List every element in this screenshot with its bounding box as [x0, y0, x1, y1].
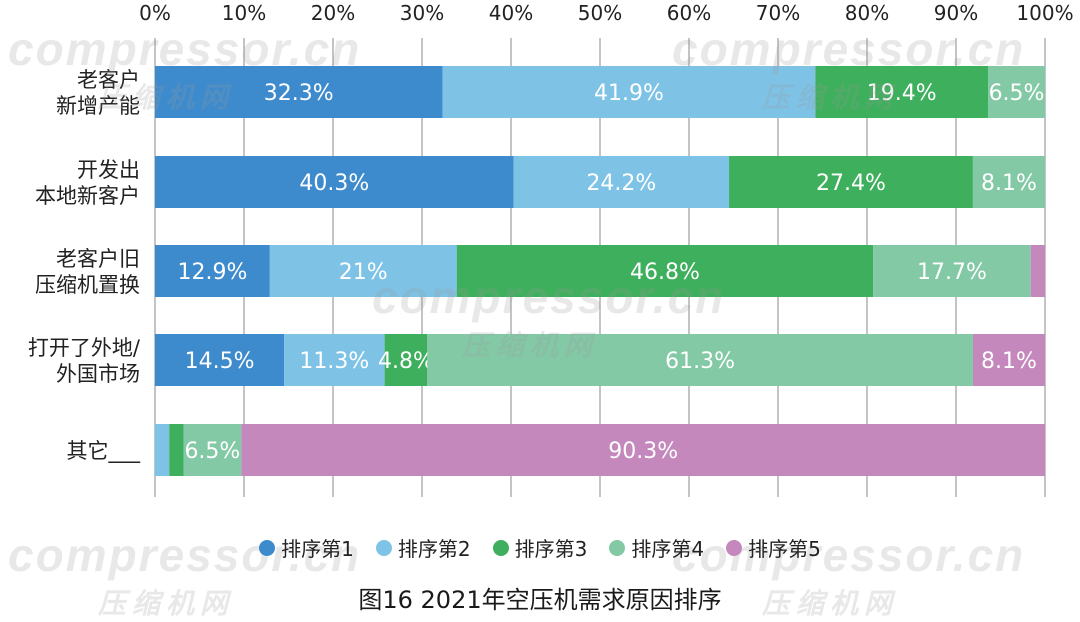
data-label: 14.5%: [185, 349, 255, 374]
chart-title: 图16 2021年空压机需求原因排序: [358, 586, 722, 614]
data-label: 24.2%: [586, 171, 656, 196]
bar-segment: [155, 334, 285, 386]
data-label: 8.1%: [981, 349, 1037, 374]
x-tick-label: 70%: [756, 1, 800, 25]
x-tick-label: 80%: [845, 1, 889, 25]
x-tick-label: 60%: [667, 1, 711, 25]
x-tick-label: 0%: [139, 1, 171, 25]
legend-swatch: [609, 539, 626, 556]
category-label: 本地新客户: [35, 184, 140, 208]
bar-segment: [815, 66, 989, 118]
data-label: 11.3%: [299, 349, 369, 374]
category-label: 压缩机置换: [35, 273, 140, 297]
bar-segment: [972, 156, 1045, 208]
legend-label: 排序第5: [748, 537, 821, 561]
bar-segment: [155, 156, 514, 208]
category-label: 老客户旧: [56, 247, 140, 271]
bar-segment: [284, 334, 385, 386]
x-tick-label: 40%: [489, 1, 533, 25]
bar-segment: [442, 66, 816, 118]
legend-swatch: [375, 539, 392, 556]
data-label: 4.8%: [378, 349, 434, 374]
legend-label: 排序第4: [631, 537, 705, 561]
bar-segment: [169, 424, 184, 476]
legend-item-rank2: 排序第2: [375, 533, 471, 562]
bar-segment: [241, 424, 1045, 476]
x-tick-label: 10%: [222, 1, 266, 25]
legend-item-rank4: 排序第4: [609, 533, 704, 562]
bar-segment: [729, 156, 973, 208]
x-tick-label: 50%: [578, 1, 622, 25]
bar-segment: [427, 334, 973, 386]
category-label: 老客户: [77, 68, 140, 92]
data-label: 6.5%: [184, 439, 240, 464]
chart-legend: 排序第1 排序第2 排序第3 排序第4 排序第5: [0, 533, 1080, 562]
bar-segment: [155, 245, 270, 297]
legend-item-rank3: 排序第3: [492, 533, 588, 562]
legend-label: 排序第1: [281, 537, 354, 561]
data-label: 61.3%: [665, 349, 735, 374]
data-label: 41.9%: [594, 81, 664, 106]
bar-segment: [183, 424, 242, 476]
bar-segment: [873, 245, 1031, 297]
legend-item-rank5: 排序第5: [726, 533, 821, 562]
bar-segment: [155, 66, 443, 118]
data-label: 21%: [339, 260, 388, 285]
data-label: 8.1%: [981, 171, 1037, 196]
data-label: 32.3%: [264, 81, 334, 106]
x-tick-label: 90%: [934, 1, 978, 25]
category-label: 外国市场: [56, 362, 140, 386]
legend-item-rank1: 排序第1: [259, 533, 354, 562]
bar-segment: [269, 245, 457, 297]
legend-label: 排序第2: [397, 537, 471, 561]
category-label: 开发出: [77, 158, 140, 182]
bar-segment: [384, 334, 428, 386]
category-label: 打开了外地/: [28, 336, 141, 360]
category-label: 新增产能: [56, 94, 140, 118]
bar-segment: [456, 245, 874, 297]
legend-swatch: [726, 539, 743, 556]
bar-segment: [972, 334, 1045, 386]
data-label: 40.3%: [299, 171, 369, 196]
bar-segment: [1030, 245, 1045, 297]
bar-segment: [513, 156, 730, 208]
legend-swatch: [492, 539, 509, 556]
data-label: 46.8%: [630, 260, 700, 285]
legend-swatch: [259, 539, 276, 556]
category-label: 其它___: [67, 439, 141, 464]
bar-segment: [155, 424, 170, 476]
data-label: 19.4%: [867, 81, 937, 106]
data-label: 12.9%: [177, 260, 247, 285]
data-label: 27.4%: [816, 171, 886, 196]
legend-label: 排序第3: [514, 537, 588, 561]
bar-segment: [988, 66, 1045, 118]
data-label: 17.7%: [917, 260, 987, 285]
x-tick-label: 20%: [311, 1, 355, 25]
x-tick-label: 100%: [1016, 1, 1073, 25]
data-label: 90.3%: [608, 439, 678, 464]
data-label: 6.5%: [989, 81, 1045, 106]
x-tick-label: 30%: [400, 1, 444, 25]
